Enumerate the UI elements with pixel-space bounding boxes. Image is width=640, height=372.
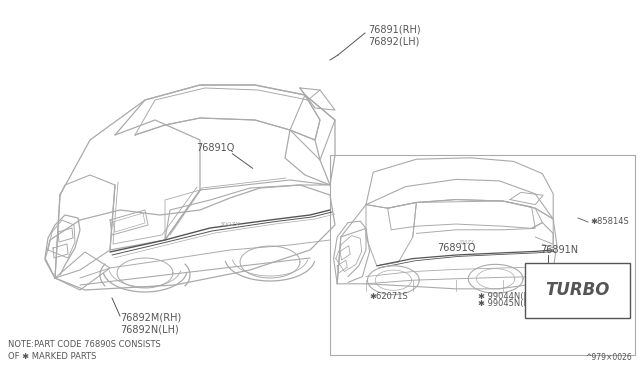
Text: NOTE:PART CODE 76890S CONSISTS: NOTE:PART CODE 76890S CONSISTS — [8, 340, 161, 349]
Text: 76891(RH): 76891(RH) — [368, 25, 420, 35]
Text: TURBO: TURBO — [545, 281, 609, 299]
Text: 76892(LH): 76892(LH) — [368, 37, 419, 47]
Text: 300ZX: 300ZX — [220, 222, 240, 228]
Text: ✱62071S: ✱62071S — [370, 292, 408, 301]
Text: OF ✱ MARKED PARTS: OF ✱ MARKED PARTS — [8, 352, 97, 361]
Bar — [330, 155, 635, 355]
Text: 76891Q: 76891Q — [437, 243, 475, 253]
Text: 300ZX: 300ZX — [459, 240, 475, 245]
Bar — [525, 263, 630, 318]
Text: ✱ 99045N(LH): ✱ 99045N(LH) — [477, 299, 538, 308]
Text: ^979×0026: ^979×0026 — [585, 353, 632, 362]
Text: 76892M(RH): 76892M(RH) — [120, 313, 181, 323]
Text: 76892N(LH): 76892N(LH) — [120, 325, 179, 335]
Text: ✱85814S: ✱85814S — [590, 218, 628, 227]
Text: ✱ 99044N(RH): ✱ 99044N(RH) — [477, 292, 539, 301]
Text: 76891N: 76891N — [540, 245, 578, 255]
Text: 76891Q: 76891Q — [196, 143, 234, 153]
